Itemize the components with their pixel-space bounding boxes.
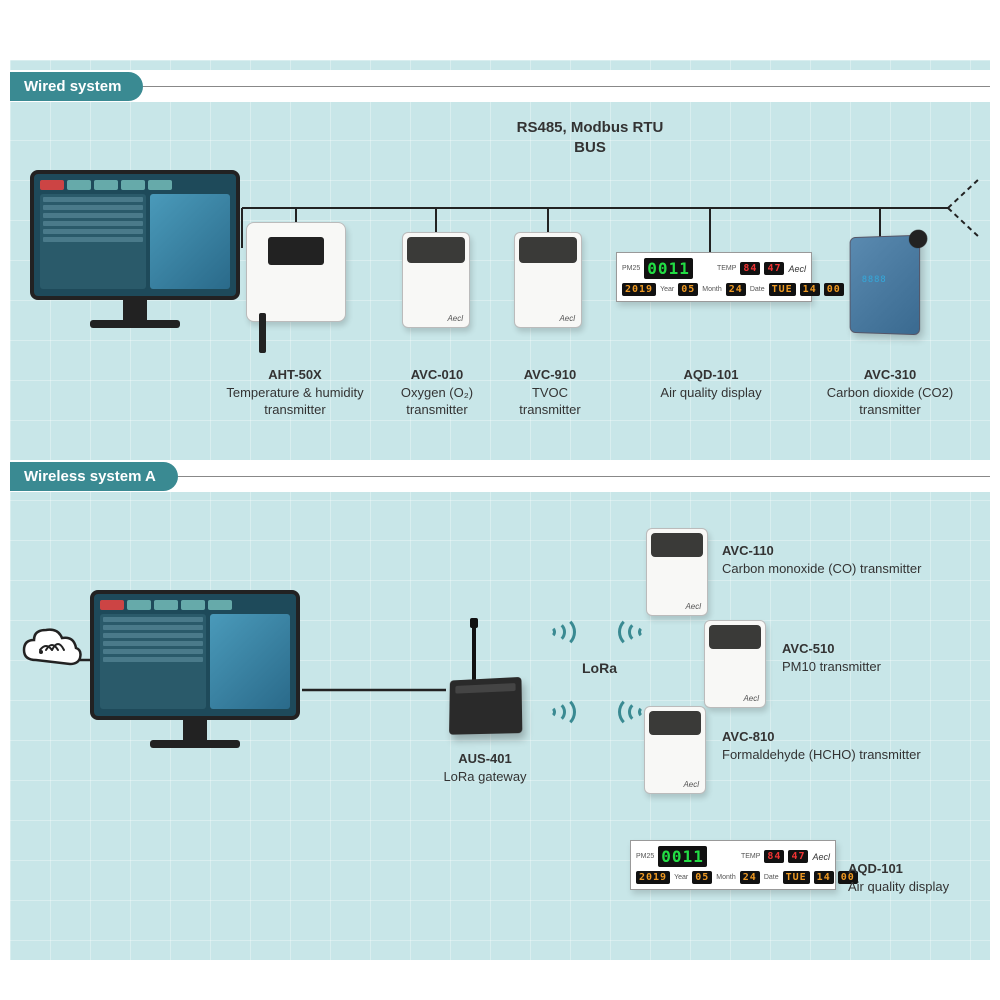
device-avc110: Aecl (646, 528, 708, 616)
device-aht50x (246, 222, 346, 322)
device-avc310: 8888 (850, 235, 920, 336)
label-avc010: AVC-010 Oxygen (O₂) transmitter (382, 366, 492, 419)
device-aqd101-bottom: PM25 0011 TEMP 84 47 Aecl 2019 Year 05 M… (630, 840, 836, 890)
monitor-wired (30, 170, 240, 328)
device-avc810: Aecl (644, 706, 706, 794)
device-avc510: Aecl (704, 620, 766, 708)
diagram-canvas: Wired system RS485, Modbus RTU BUS (10, 60, 990, 960)
label-avc910: AVC-910 TVOC transmitter (500, 366, 600, 419)
lora-wave-icon (544, 612, 584, 652)
section-tab-wireless: Wireless system A (10, 462, 178, 491)
section-header-wireless: Wireless system A (10, 460, 990, 492)
label-avc110: AVC-110 Carbon monoxide (CO) transmitter (722, 542, 952, 577)
label-aht50x: AHT-50X Temperature & humidity transmitt… (210, 366, 380, 419)
monitor-wireless (90, 590, 300, 748)
device-aus401 (448, 678, 522, 734)
label-avc810: AVC-810 Formaldehyde (HCHO) transmitter (722, 728, 952, 763)
device-aqd101-top: PM25 0011 TEMP 84 47 Aecl 2019 Year 05 M… (616, 252, 812, 302)
section-header-wired: Wired system (10, 70, 990, 102)
cloud-icon (16, 620, 88, 679)
section-tab-wired: Wired system (10, 72, 143, 101)
label-avc510: AVC-510 PM10 transmitter (782, 640, 962, 675)
label-aqd101-bottom: AQD-101 Air quality display (848, 860, 988, 895)
lora-wave-icon (544, 692, 584, 732)
device-avc910: Aecl (514, 232, 582, 328)
lora-label: LoRa (582, 660, 617, 676)
label-avc310: AVC-310 Carbon dioxide (CO2) transmitter (810, 366, 970, 419)
label-aus401: AUS-401 LoRa gateway (430, 750, 540, 785)
label-aqd101-top: AQD-101 Air quality display (646, 366, 776, 401)
bus-label: RS485, Modbus RTU BUS (490, 118, 690, 157)
device-avc010: Aecl (402, 232, 470, 328)
lora-wave-icon (610, 612, 650, 652)
